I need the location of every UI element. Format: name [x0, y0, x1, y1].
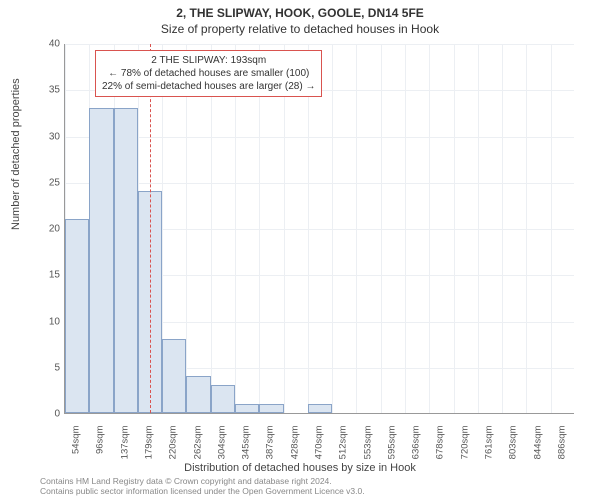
chart-subtitle: Size of property relative to detached ho…	[0, 20, 600, 36]
attribution-text: Contains HM Land Registry data © Crown c…	[40, 476, 365, 496]
y-tick-label: 0	[32, 409, 60, 420]
attribution-line2: Contains public sector information licen…	[40, 486, 365, 496]
marker-line	[150, 44, 151, 413]
gridline-v	[454, 44, 455, 413]
x-axis-label: Distribution of detached houses by size …	[0, 462, 600, 474]
gridline-v	[332, 44, 333, 413]
histogram-bar	[259, 404, 283, 413]
callout-line: 2 THE SLIPWAY: 193sqm	[102, 54, 315, 67]
x-tick-label: 595sqm	[386, 426, 397, 486]
chart-title-address: 2, THE SLIPWAY, HOOK, GOOLE, DN14 5FE	[0, 0, 600, 20]
histogram-bar	[89, 108, 113, 413]
marker-callout: 2 THE SLIPWAY: 193sqm← 78% of detached h…	[95, 50, 322, 97]
histogram-bar	[114, 108, 138, 413]
gridline-v	[502, 44, 503, 413]
x-tick-label: 886sqm	[556, 426, 567, 486]
gridline-v	[381, 44, 382, 413]
y-tick-label: 10	[32, 316, 60, 327]
y-tick-label: 20	[32, 224, 60, 235]
gridline-v	[259, 44, 260, 413]
histogram-bar	[186, 376, 210, 413]
histogram-bar	[211, 385, 235, 413]
x-tick-label: 844sqm	[532, 426, 543, 486]
y-tick-label: 15	[32, 270, 60, 281]
gridline-v	[478, 44, 479, 413]
histogram-bar	[65, 219, 89, 413]
x-tick-label: 636sqm	[411, 426, 422, 486]
y-tick-label: 25	[32, 177, 60, 188]
gridline-h	[65, 44, 574, 45]
x-tick-label: 761sqm	[484, 426, 495, 486]
gridline-v	[308, 44, 309, 413]
gridline-v	[429, 44, 430, 413]
gridline-h	[65, 137, 574, 138]
gridline-v	[526, 44, 527, 413]
x-tick-label: 678sqm	[435, 426, 446, 486]
y-axis-label: Number of detached properties	[10, 78, 22, 230]
gridline-v	[211, 44, 212, 413]
histogram-bar	[308, 404, 332, 413]
gridline-v	[356, 44, 357, 413]
x-tick-label: 803sqm	[508, 426, 519, 486]
y-tick-label: 40	[32, 39, 60, 50]
gridline-v	[405, 44, 406, 413]
histogram-bar	[235, 404, 259, 413]
gridline-v	[235, 44, 236, 413]
gridline-v	[284, 44, 285, 413]
gridline-v	[186, 44, 187, 413]
gridline-h	[65, 183, 574, 184]
chart-plot-area: 2 THE SLIPWAY: 193sqm← 78% of detached h…	[64, 44, 574, 414]
histogram-bar	[162, 339, 186, 413]
y-tick-label: 30	[32, 131, 60, 142]
callout-line: ← 78% of detached houses are smaller (10…	[102, 67, 315, 80]
x-tick-label: 720sqm	[459, 426, 470, 486]
gridline-v	[551, 44, 552, 413]
callout-line: 22% of semi-detached houses are larger (…	[102, 80, 315, 93]
y-tick-label: 35	[32, 85, 60, 96]
y-tick-label: 5	[32, 362, 60, 373]
attribution-line1: Contains HM Land Registry data © Crown c…	[40, 476, 365, 486]
